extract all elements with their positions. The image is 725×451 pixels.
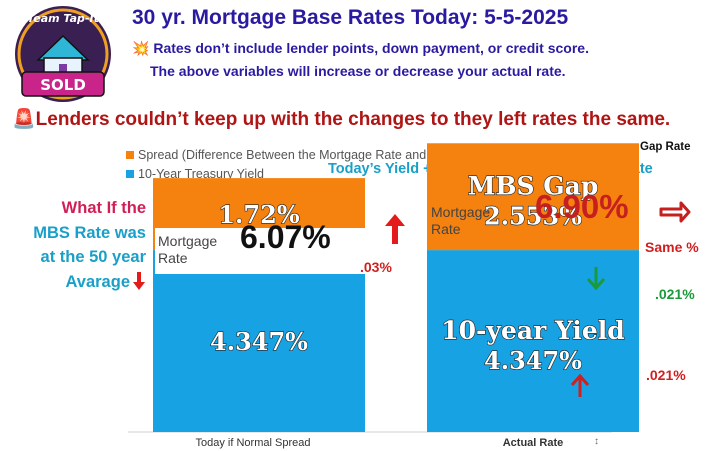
left-rate-box: Mortgage Rate <box>155 228 365 274</box>
arrow-right-icon <box>659 201 691 223</box>
left-change-note: .03% <box>360 259 392 275</box>
category-label-0: Today if Normal Spread <box>196 437 311 449</box>
yield-change-note: .021% <box>646 367 686 383</box>
category-label-1: Actual Rate <box>503 437 564 449</box>
gap-change-note: .021% <box>655 286 695 302</box>
legend-label-treasury: 10-Year Treasury Yield <box>138 167 265 181</box>
right-mortgage-label-1: Mortgage <box>431 204 491 220</box>
left-mortgage-label-1: Mortgage <box>158 233 218 249</box>
logo-top-text: Team Tap-It <box>27 12 99 25</box>
headline-text: Lenders couldn’t keep up with the change… <box>35 109 671 130</box>
bar-spread-1 <box>427 143 639 251</box>
legend-item-treasury: 10-Year Treasury Yield <box>126 167 264 181</box>
same-percent-note: Same % <box>645 239 699 255</box>
arrow-down-green-icon <box>586 267 606 291</box>
gap-rate-label: Gap Rate <box>640 141 691 153</box>
left-mortgage-label: Mortgage Rate <box>158 233 217 267</box>
bar-label-treasury-1: 4.347% <box>484 346 582 375</box>
what-if-line-2: MBS Rate was <box>33 223 146 242</box>
disclaimer-text-1: Rates don’t include lender points, down … <box>153 40 589 56</box>
legend-swatch-treasury <box>126 170 134 178</box>
headline: 🚨Lenders couldn’t keep up with the chang… <box>12 107 670 131</box>
bar-label-spread-0: 1.72% <box>218 200 299 229</box>
siren-icon: 🚨 <box>12 109 36 130</box>
bar-label-spread-1: 2.553% <box>484 202 582 231</box>
arrow-down-icon <box>133 271 145 290</box>
logo-sold-text: SOLD <box>40 76 86 94</box>
left-mortgage-label-2: Rate <box>158 250 188 266</box>
cursor-icon: ↕ <box>594 436 599 447</box>
bar-title-spread: MBS Gap <box>468 172 599 201</box>
arrow-up-red-icon <box>570 373 590 397</box>
what-if-line-1: What If the <box>61 199 146 217</box>
collision-icon: 💥 <box>132 40 150 56</box>
bar-title-treasury: 10-year Yield <box>441 316 624 345</box>
bar-treasury-0 <box>153 250 365 432</box>
arrow-up-icon <box>385 214 405 244</box>
team-logo: Team Tap-It SOLD <box>15 6 111 102</box>
legend-swatch-spread <box>126 151 134 159</box>
bar-label-treasury-0: 4.347% <box>210 327 308 356</box>
page-title: 30 yr. Mortgage Base Rates Today: 5-5-20… <box>132 6 569 29</box>
disclaimer-line-1: 💥 Rates don’t include lender points, dow… <box>132 40 589 57</box>
left-mortgage-rate: 6.07% <box>240 219 331 255</box>
what-if-line-4: Avarage <box>65 272 130 291</box>
right-mortgage-label: Mortgage Rate <box>431 204 490 238</box>
what-if-line-3: at the 50 year <box>40 248 146 266</box>
right-mortgage-rate: 6.90% <box>535 188 629 225</box>
disclaimer-line-2: The above variables will increase or dec… <box>150 63 566 79</box>
right-mortgage-label-2: Rate <box>431 221 461 237</box>
what-if-note: What If the MBS Rate was at the 50 year … <box>6 196 146 294</box>
